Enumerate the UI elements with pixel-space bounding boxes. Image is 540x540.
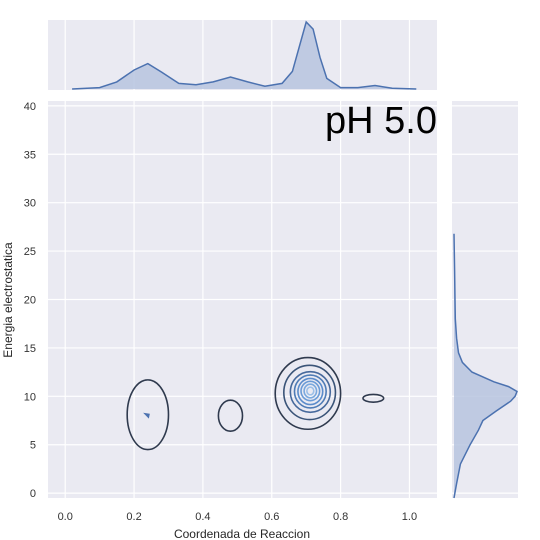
- main-grid: [48, 101, 437, 498]
- x-tick-label: 0.6: [264, 511, 279, 523]
- y-axis-ticks: 0 5 10 15 20 25 30 35 40: [24, 101, 36, 500]
- marginal-y-density-fill: [454, 233, 517, 498]
- marginal-y-density-line: [453, 233, 518, 499]
- x-axis-label: Coordenada de Reaccion: [174, 527, 310, 540]
- marginal-y-panel: [452, 101, 518, 499]
- kde-contour: [217, 399, 244, 432]
- y-tick-label: 15: [24, 343, 36, 355]
- y-tick-label: 20: [24, 295, 36, 307]
- x-tick-label: 0.4: [195, 511, 210, 523]
- kde-contour: [306, 386, 315, 396]
- x-tick-label: 0.8: [333, 511, 348, 523]
- y-tick-label: 25: [24, 246, 36, 258]
- y-tick-label: 10: [24, 391, 36, 403]
- kde-contour: [274, 356, 342, 431]
- x-tick-label: 0.2: [126, 511, 141, 523]
- kde-contour: [283, 364, 337, 421]
- kde-contour: [303, 383, 318, 399]
- y-tick-label: 40: [24, 101, 36, 113]
- kde-contour: [297, 377, 324, 406]
- x-tick-label: 0.0: [58, 511, 73, 523]
- kde-contour: [293, 374, 327, 409]
- main-plot-panel: pH 5.0: [48, 100, 437, 498]
- kde-contour: [289, 370, 332, 414]
- marginal-x-density-fill: [72, 22, 417, 89]
- marginal-x-grid: [64, 20, 411, 90]
- x-tick-label: 1.0: [402, 511, 417, 523]
- kde-peak-mark: [143, 412, 150, 419]
- kde-contour: [300, 380, 321, 402]
- marginal-x-background: [48, 20, 437, 90]
- y-tick-label: 0: [30, 488, 36, 500]
- y-axis-label: Energia electrostatica: [1, 242, 15, 358]
- kde-contour: [126, 379, 170, 451]
- kde-contours: [126, 356, 385, 451]
- x-axis-ticks: 0.0 0.2 0.4 0.6 0.8 1.0: [58, 511, 418, 523]
- ph-annotation: pH 5.0: [325, 100, 437, 142]
- y-tick-label: 30: [24, 198, 36, 210]
- kde-contour: [362, 393, 385, 403]
- y-tick-label: 5: [30, 440, 36, 452]
- marginal-x-panel: [48, 20, 437, 90]
- marginal-x-density-line: [72, 20, 417, 90]
- y-tick-label: 35: [24, 149, 36, 161]
